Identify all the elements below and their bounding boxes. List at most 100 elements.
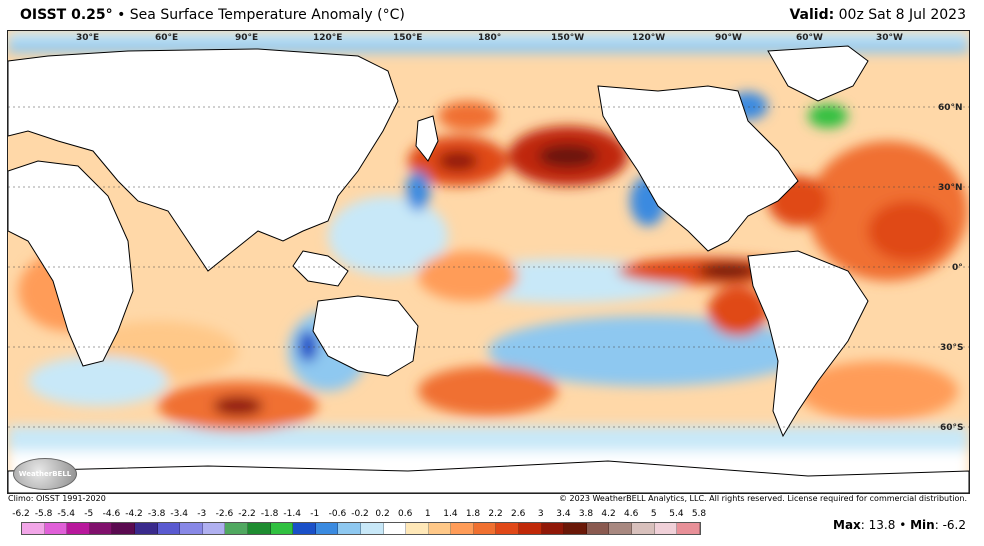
product-name: OISST 0.25 — [20, 7, 106, 23]
legend-swatch — [677, 523, 700, 534]
legend-tick-label: 4.6 — [624, 509, 639, 519]
lon-label-180: 180° — [478, 33, 502, 43]
lon-label-30e: 30°E — [76, 33, 100, 43]
lon-label-120e: 120°E — [313, 33, 343, 43]
land-masses — [8, 45, 969, 493]
legend-swatch — [67, 523, 90, 534]
legend-tick-label: -3.4 — [170, 509, 188, 519]
legend-tick-label: -2.2 — [238, 509, 256, 519]
lat-label-60n: 60°N — [938, 103, 963, 113]
legend-tick-label: -3.8 — [147, 509, 166, 519]
legend-tick-label: -5 — [84, 509, 94, 519]
legend-swatch — [338, 523, 361, 534]
legend-tick-label: -2.6 — [215, 509, 234, 519]
legend-tick-label: 0.2 — [375, 509, 390, 519]
legend-tick-label: -1 — [310, 509, 320, 519]
lon-label-90w: 90°W — [715, 33, 742, 43]
legend-tick-label: 4.2 — [601, 509, 616, 519]
legend-swatch — [496, 523, 520, 534]
anomaly-field — [8, 31, 969, 493]
lon-label-60w: 60°W — [796, 33, 823, 43]
legend-swatch — [180, 523, 203, 534]
legend-tick-label: 2.2 — [488, 509, 503, 519]
legend-swatch — [315, 523, 339, 534]
legend-tick-label: -4.2 — [125, 509, 143, 519]
legend-swatch — [247, 523, 271, 534]
lon-label-120w: 120°W — [632, 33, 666, 43]
legend-tick-label: 1.8 — [465, 509, 481, 519]
legend-tick-label: 3.8 — [578, 509, 594, 519]
max-label: Max — [833, 518, 861, 532]
lat-label-60s: 60°S — [940, 423, 964, 433]
min-value: -6.2 — [942, 518, 966, 532]
legend-tick-label: -3 — [197, 509, 207, 519]
lon-label-90e: 90°E — [235, 33, 259, 43]
legend-swatch — [428, 523, 452, 534]
lat-label-30s: 30°S — [940, 343, 964, 353]
legend-swatch — [44, 523, 68, 534]
valid-time-value: 00z Sat 8 Jul 2023 — [838, 7, 966, 23]
legend-swatch — [541, 523, 565, 534]
lon-label-150w: 150°W — [551, 33, 585, 43]
landmass-eurasia — [8, 48, 399, 272]
legend-swatch — [473, 523, 497, 534]
landmass-japan — [415, 115, 439, 162]
title-bullet: • — [117, 7, 126, 23]
map-canvas — [8, 31, 969, 493]
valid-label: Valid: — [789, 7, 835, 23]
legend-swatch — [564, 523, 587, 534]
map-subtitle: Sea Surface Temperature Anomaly (°C) — [129, 7, 405, 23]
legend-tick-label: 5.4 — [669, 509, 684, 519]
legend-tick-label: 1.4 — [443, 509, 458, 519]
legend-tick-label: 1 — [424, 509, 431, 519]
legend-tick-label: 3 — [537, 509, 544, 519]
max-min-stats: Max: 13.8 • Min: -6.2 — [833, 518, 966, 532]
logo-text: WeatherBELL — [18, 470, 72, 478]
legend-tick-label: -6.2 — [12, 509, 30, 519]
landmass-south-america — [747, 250, 869, 438]
legend-tick-label: 5.8 — [691, 509, 707, 519]
landmass-australia — [312, 295, 419, 377]
legend-swatch — [383, 523, 407, 534]
legend-swatch — [134, 523, 158, 534]
legend-swatch — [225, 523, 248, 534]
landmass-north-america — [597, 85, 799, 252]
legend-swatch — [632, 523, 655, 534]
max-value: 13.8 — [868, 518, 896, 532]
legend-tick-label: -1.4 — [283, 509, 301, 519]
degree-symbol: ° — [105, 7, 113, 23]
legend-swatch — [202, 523, 226, 534]
valid-time: Valid: 00z Sat 8 Jul 2023 — [789, 7, 966, 23]
copyright-note: © 2023 WeatherBELL Analytics, LLC. All r… — [559, 494, 967, 503]
landmass-greenland — [767, 45, 869, 102]
lat-label-equator: 0° — [952, 263, 963, 273]
map-title: OISST 0.25° • Sea Surface Temperature An… — [20, 7, 405, 23]
landmass-antarctica — [8, 460, 969, 493]
lon-label-60e: 60°E — [155, 33, 179, 43]
lon-label-150e: 150°E — [393, 33, 423, 43]
legend-tick-label: -5.4 — [57, 509, 75, 519]
legend-tick-label: -1.8 — [260, 509, 279, 519]
min-label: Min — [910, 518, 935, 532]
landmass-africa — [8, 160, 134, 367]
lat-label-30n: 30°N — [938, 183, 963, 193]
climo-note: Climo: OISST 1991-2020 — [8, 494, 106, 503]
legend-swatch — [519, 523, 542, 534]
color-legend — [21, 522, 701, 535]
legend-tick-label: -0.6 — [328, 509, 347, 519]
legend-swatch — [293, 523, 316, 534]
weatherbell-logo: WeatherBELL — [13, 458, 77, 490]
legend-swatch — [22, 523, 45, 534]
legend-swatch — [586, 523, 610, 534]
stats-separator: • — [899, 518, 907, 532]
legend-swatch — [654, 523, 678, 534]
legend-swatch — [89, 523, 113, 534]
legend-tick-label: -0.2 — [351, 509, 369, 519]
lon-label-30w: 30°W — [876, 33, 903, 43]
legend-swatch — [609, 523, 633, 534]
legend-swatch — [451, 523, 474, 534]
landmass-indonesia — [292, 250, 349, 287]
legend-swatch — [406, 523, 429, 534]
sst-anomaly-map: 30°E 60°E 90°E 120°E 150°E 180° 150°W 12… — [7, 30, 970, 494]
legend-swatch — [270, 523, 294, 534]
